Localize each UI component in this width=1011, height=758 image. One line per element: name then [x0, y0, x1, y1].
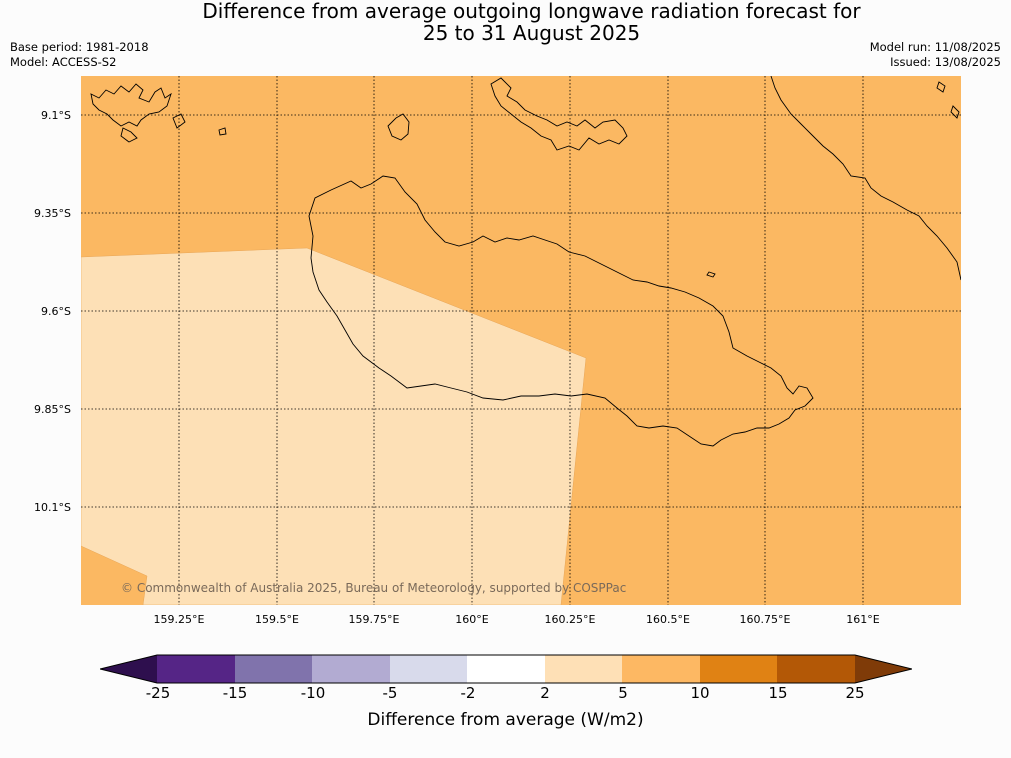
model-run: Model run: 11/08/2025	[869, 40, 1001, 54]
lat-label-9-1: 9.1°S	[41, 109, 71, 122]
lon-label-159-5: 159.5°E	[255, 613, 299, 626]
lat-label-9-85: 9.85°S	[34, 403, 71, 416]
lon-label-159-25: 159.25°E	[153, 613, 205, 626]
lat-label-10-1: 10.1°S	[34, 501, 71, 514]
colorbar-segment-1	[157, 655, 235, 683]
colorbar-svg	[99, 654, 913, 684]
colorbar-tick-9: 15	[768, 684, 788, 702]
lon-label-160-25: 160.25°E	[544, 613, 596, 626]
coastline	[90, 76, 961, 447]
model-name: Model: ACCESS-S2	[10, 55, 117, 69]
chart-title: Difference from average outgoing longwav…	[0, 0, 1011, 44]
lat-label-9-35: 9.35°S	[34, 207, 71, 220]
lon-label-159-75: 159.75°E	[348, 613, 400, 626]
graticule	[81, 76, 961, 605]
colorbar-tick-5: -2	[460, 684, 476, 702]
map-svg: © Commonwealth of Australia 2025, Bureau…	[81, 76, 961, 605]
colorbar-segment-4	[390, 655, 467, 683]
colorbar-segment-2	[235, 655, 312, 683]
colorbar-segment-9	[777, 655, 855, 683]
colorbar-tick-10: 25	[845, 684, 865, 702]
lon-label-160-75: 160.75°E	[739, 613, 791, 626]
colorbar-tick-2: -15	[222, 684, 248, 702]
colorbar-tick-4: -5	[382, 684, 398, 702]
colorbar-segment-6	[545, 655, 622, 683]
title-line-2: 25 to 31 August 2025	[422, 21, 641, 45]
colorbar-segment-5	[467, 655, 545, 683]
colorbar-segment-8	[700, 655, 777, 683]
lon-label-160-5: 160.5°E	[646, 613, 690, 626]
map-panel: © Commonwealth of Australia 2025, Bureau…	[81, 76, 961, 605]
copyright-notice: © Commonwealth of Australia 2025, Bureau…	[121, 581, 626, 595]
colorbar-tick-1: -25	[145, 684, 171, 702]
colorbar-tick-7: 5	[618, 684, 628, 702]
colorbar-label: Difference from average (W/m2)	[367, 710, 644, 730]
anomaly-region-2-5	[81, 247, 587, 605]
colorbar-segment-7	[622, 655, 700, 683]
info-left: Base period: 1981-2018 Model: ACCESS-S2	[10, 40, 149, 70]
base-period: Base period: 1981-2018	[10, 40, 149, 54]
title-line-1: Difference from average outgoing longwav…	[202, 0, 861, 23]
colorbar-segment-3	[312, 655, 390, 683]
lon-label-161: 161°E	[846, 613, 880, 626]
colorbar	[99, 654, 913, 684]
lat-label-9-6: 9.6°S	[41, 305, 71, 318]
lon-label-160: 160°E	[455, 613, 489, 626]
issued-date: Issued: 13/08/2025	[890, 55, 1001, 69]
colorbar-extend-high	[855, 655, 912, 683]
colorbar-extend-low	[100, 655, 157, 683]
colorbar-tick-3: -10	[300, 684, 326, 702]
colorbar-tick-6: 2	[540, 684, 550, 702]
colorbar-tick-8: 10	[690, 684, 710, 702]
info-right: Model run: 11/08/2025 Issued: 13/08/2025	[870, 40, 1001, 70]
